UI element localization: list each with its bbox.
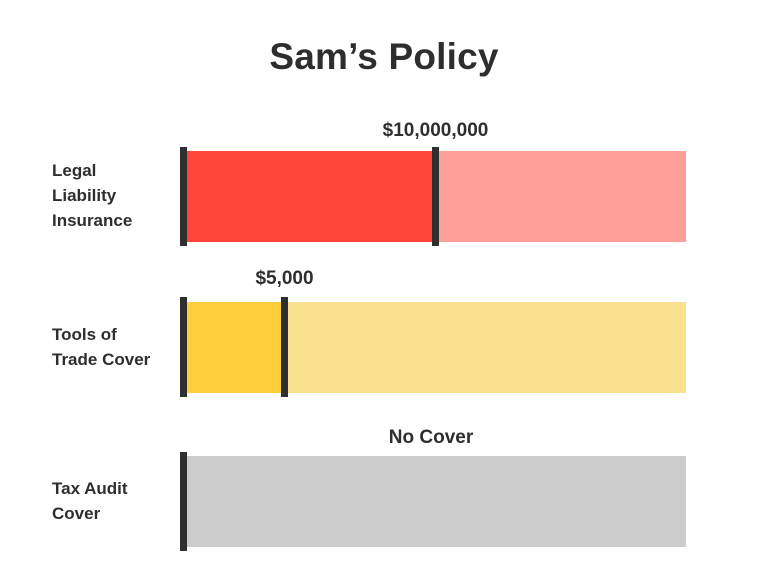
row-label-line: Legal	[52, 161, 97, 180]
row-label-line: Trade Cover	[52, 350, 151, 369]
value-label-legal-liability: $10,000,000	[382, 120, 489, 141]
bar-value-marker-legal-liability	[432, 147, 439, 246]
row-label-line: Insurance	[52, 211, 133, 230]
bar-fill-tools-of-trade	[183, 302, 284, 393]
bar-track-tax-audit	[183, 456, 686, 547]
row-label-tax-audit: Tax Audit Cover	[52, 476, 172, 526]
bar-value-marker-tools-of-trade	[281, 297, 288, 397]
bar-start-line	[180, 297, 187, 397]
row-label-line: Liability	[52, 186, 117, 205]
row-label-line: Tools of	[52, 325, 117, 344]
row-label-tools-of-trade: Tools of Trade Cover	[52, 322, 172, 372]
value-label-tax-audit: No Cover	[388, 427, 474, 448]
row-label-legal-liability: Legal Liability Insurance	[52, 158, 172, 233]
bar-fill-legal-liability	[183, 151, 435, 242]
page-title: Sam’s Policy	[269, 36, 499, 77]
row-label-line: Cover	[52, 504, 101, 523]
row-label-line: Tax Audit	[52, 479, 128, 498]
value-label-tools-of-trade: $5,000	[255, 268, 314, 289]
bar-start-line	[180, 147, 187, 246]
bar-track-tools-of-trade	[183, 302, 686, 393]
bar-start-line	[180, 452, 187, 551]
